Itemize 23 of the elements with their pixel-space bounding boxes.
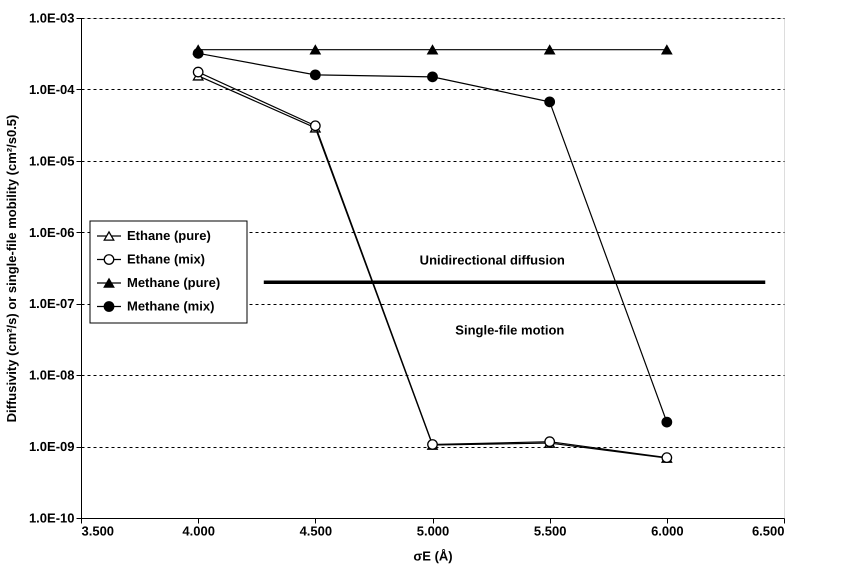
- x-tick-label: 4.000: [182, 524, 215, 538]
- y-tick-label: 1.0E-10: [28, 510, 74, 526]
- y-tick-label: 1.0E-08: [28, 368, 74, 383]
- legend-label: Ethane (pure): [127, 228, 211, 243]
- legend-label: Methane (mix): [127, 298, 214, 314]
- y-tick-label: 1.0E-03: [28, 10, 74, 26]
- x-tick-label: 5.000: [416, 524, 450, 538]
- y-tick-label: 1.0E-09: [28, 439, 74, 454]
- legend-label: Methane (pure): [127, 275, 220, 290]
- y-axis-title: Diffusivity (cm²/s) or single-file mobility (cm²/s0.5): [4, 114, 19, 422]
- x-tick-label: 5.500: [534, 524, 566, 538]
- y-tick-label: 1.0E-06: [28, 224, 74, 240]
- legend-label: Ethane (mix): [127, 252, 206, 266]
- x-tick-label: 3.500: [82, 524, 114, 538]
- x-tick-label: 6.000: [651, 524, 684, 538]
- annotation: Single-file motion: [455, 322, 564, 338]
- y-tick-label: 1.0E-05: [28, 153, 74, 168]
- x-axis-title: σE (Å): [413, 548, 453, 564]
- y-tick-label: 1.0E-04: [28, 82, 76, 97]
- y-tick-label: 1.0E-07: [28, 296, 74, 312]
- x-tick-label: 6.500: [752, 524, 784, 538]
- annotation: Unidirectional diffusion: [420, 252, 565, 268]
- x-tick-label: 4.500: [300, 524, 332, 538]
